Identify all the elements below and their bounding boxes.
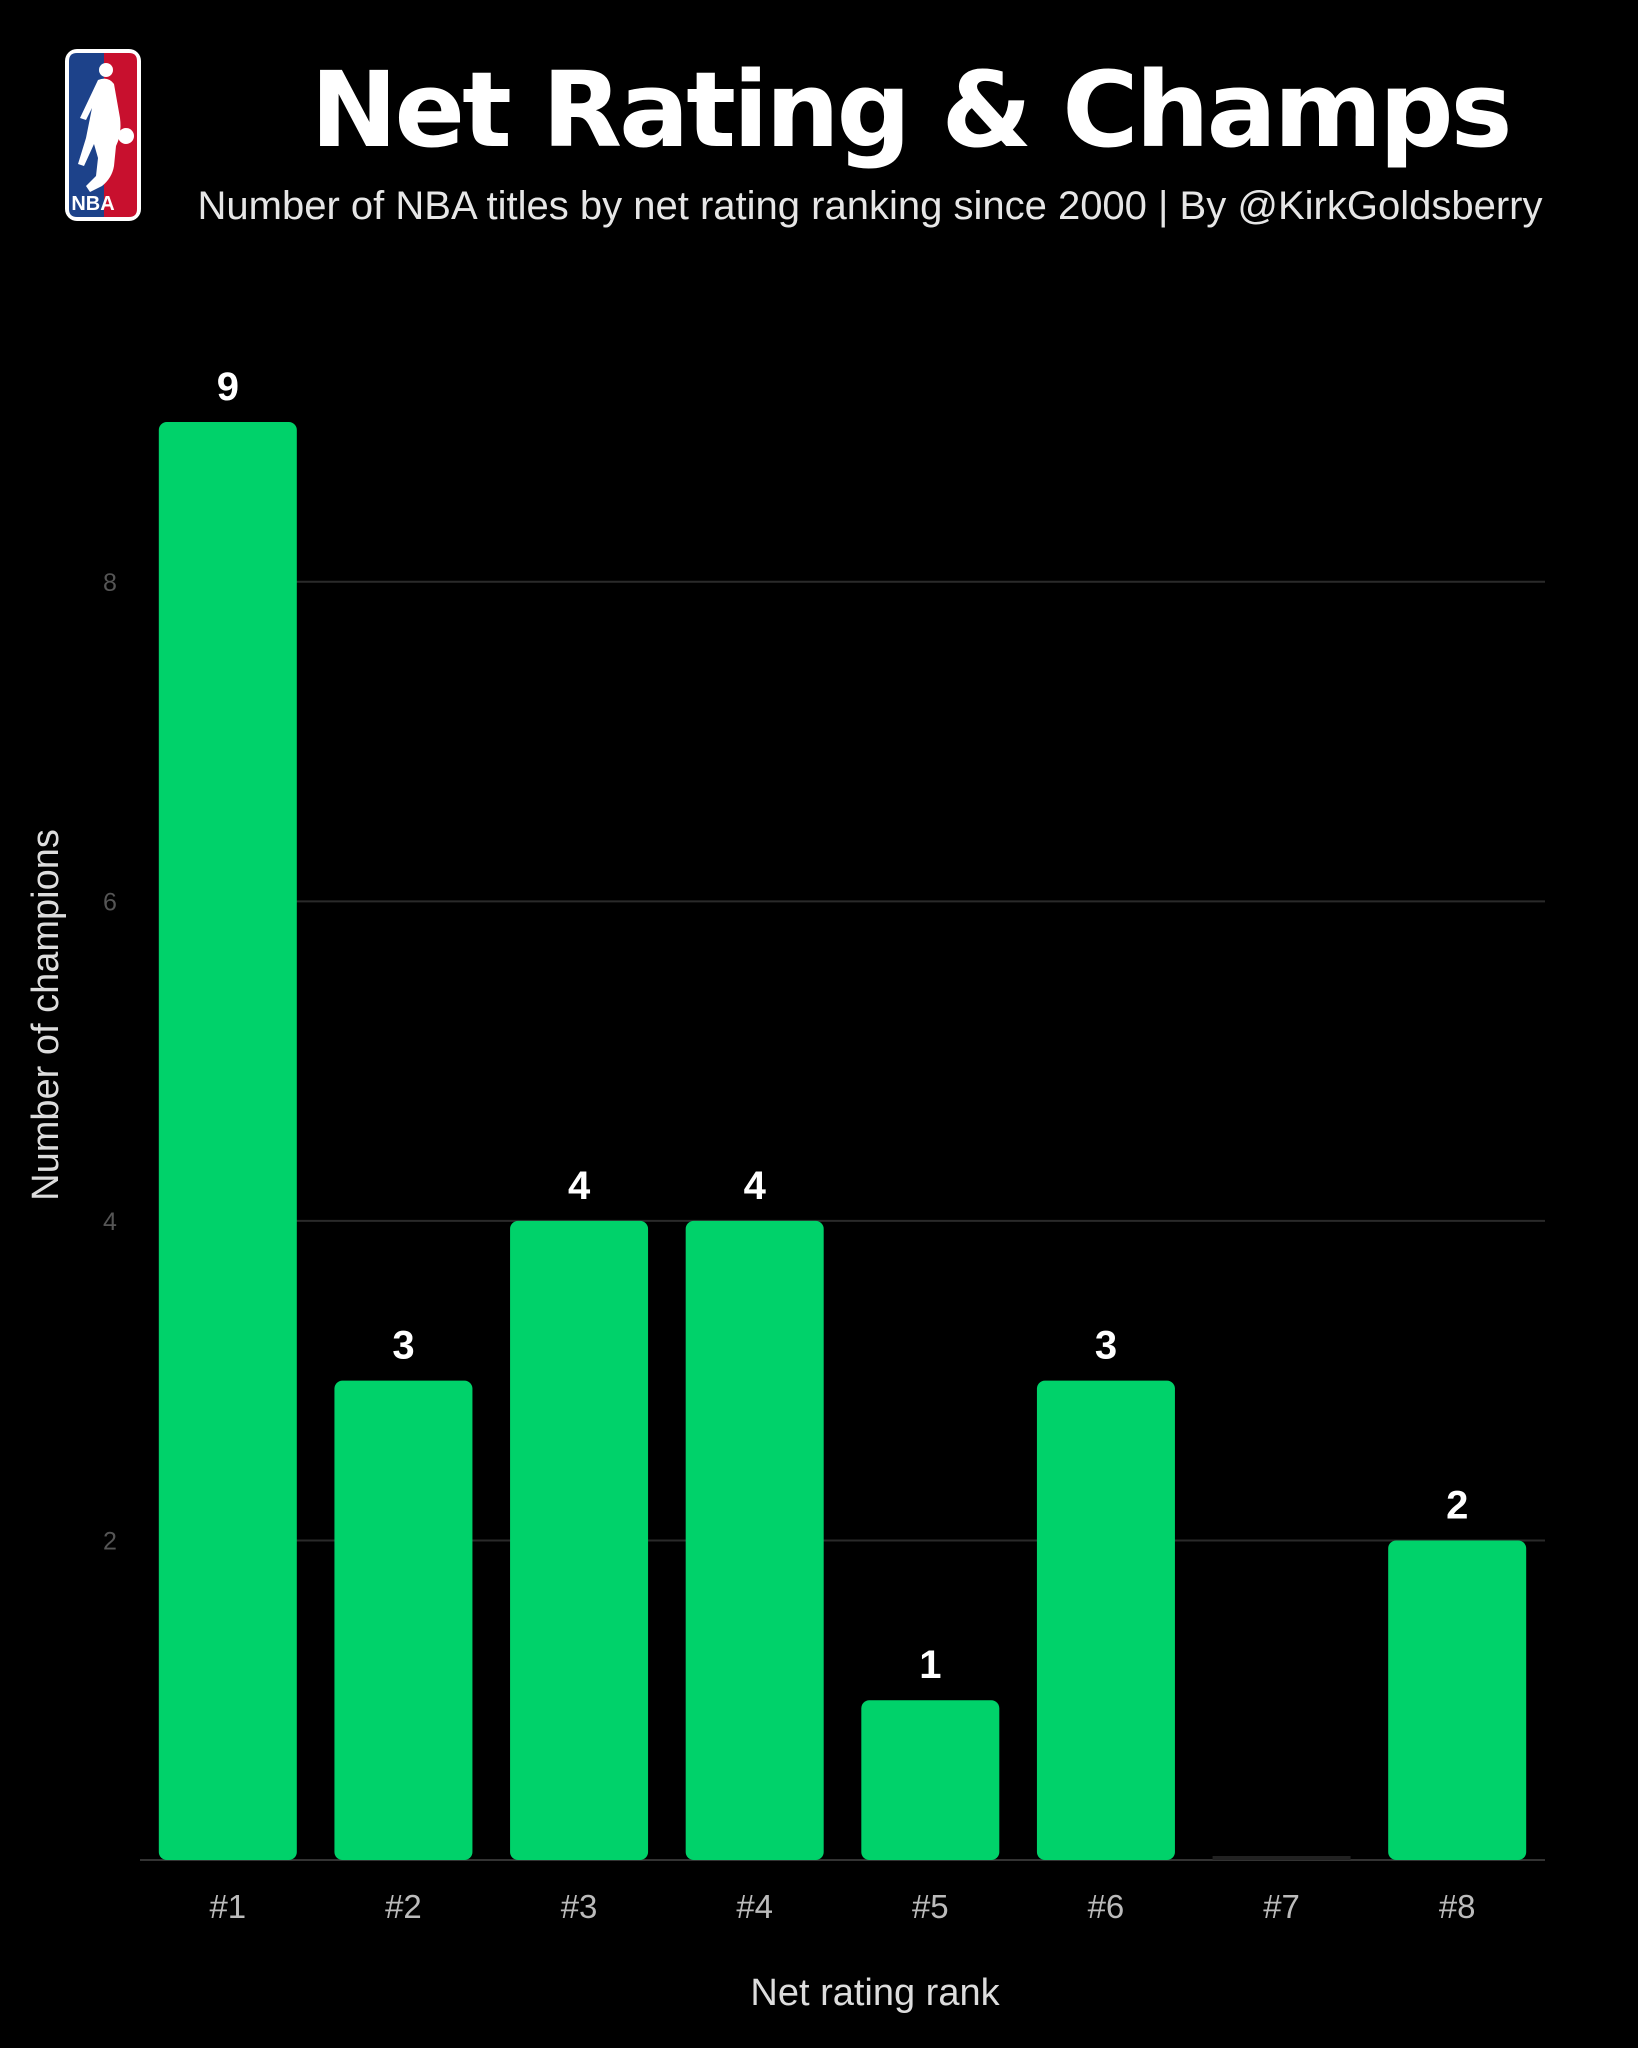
bar: [861, 1700, 1000, 1860]
chart-subtitle: Number of NBA titles by net rating ranki…: [197, 184, 1543, 228]
bar: [158, 422, 297, 1860]
bar: [334, 1380, 473, 1860]
y-tick-label: 4: [103, 1208, 117, 1236]
logo-text: NBA: [71, 193, 114, 215]
y-tick-label: 8: [103, 569, 117, 597]
bar: [1388, 1540, 1527, 1860]
y-axis-title: Number of champions: [25, 829, 67, 1201]
bar: [1212, 1856, 1351, 1860]
x-tick-label: #1: [209, 1888, 246, 1925]
y-tick-label: 6: [103, 888, 117, 916]
logo-player-silhouette: [78, 63, 134, 192]
data-label: 4: [744, 1164, 767, 1208]
data-label: 1: [919, 1643, 941, 1687]
bar: [1036, 1380, 1175, 1860]
bar: [510, 1220, 649, 1860]
y-tick-label: 2: [103, 1527, 117, 1555]
chart-title: Net Rating & Champs: [310, 49, 1513, 171]
data-label: 3: [392, 1324, 414, 1368]
data-label: 9: [217, 365, 239, 409]
x-tick-label: #4: [736, 1888, 773, 1925]
x-axis-title: Net rating rank: [750, 1972, 1000, 2014]
x-tick-label: #5: [912, 1888, 949, 1925]
data-label: 3: [1095, 1324, 1117, 1368]
data-label: 2: [1446, 1483, 1468, 1527]
x-tick-label: #7: [1263, 1888, 1300, 1925]
nba-logo: NBA: [65, 49, 141, 221]
bar: [685, 1220, 824, 1860]
data-label: 4: [568, 1164, 591, 1208]
x-tick-label: #6: [1088, 1888, 1125, 1925]
x-tick-label: #3: [561, 1888, 598, 1925]
x-tick-label: #8: [1439, 1888, 1476, 1925]
x-tick-label: #2: [385, 1888, 422, 1925]
